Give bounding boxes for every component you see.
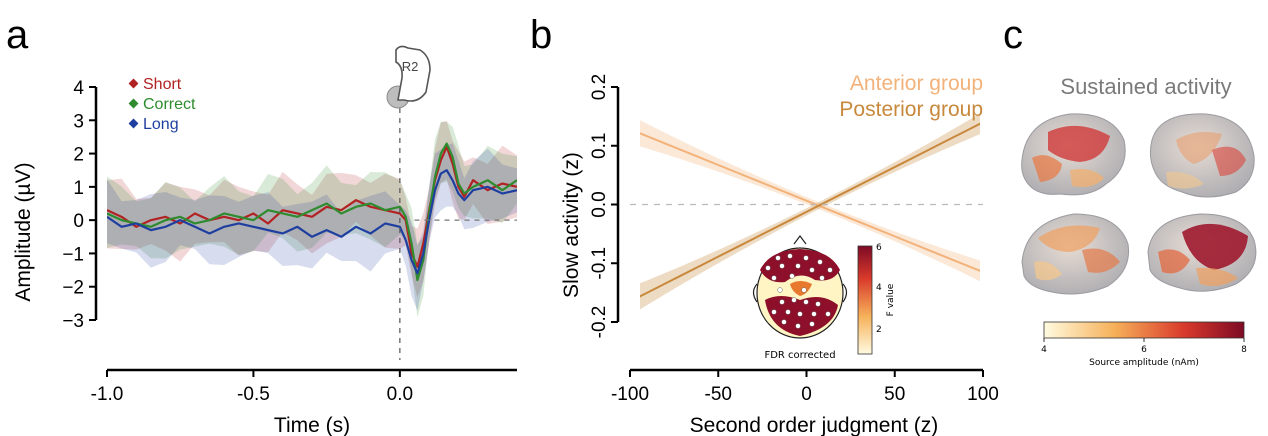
topomap-nose	[793, 235, 807, 245]
electrode-dot	[777, 287, 783, 293]
brain-right-medial	[1147, 213, 1257, 292]
panel-a-y-tick-label: 4	[73, 78, 84, 99]
electrode-dot	[827, 267, 833, 273]
electrode-dot	[803, 255, 809, 261]
electrode-dot	[771, 275, 777, 281]
source-colorbar-tick: 4	[1041, 345, 1047, 355]
panel-c-title: Sustained activity	[1060, 74, 1231, 99]
electrode-dot	[809, 267, 815, 273]
electrode-dot	[771, 309, 777, 315]
electrode-dot	[795, 263, 801, 269]
topomap-colorbar-label: F value	[886, 283, 896, 316]
topomap-colorbar-tick: 6	[876, 243, 882, 253]
electrode-dot	[801, 287, 807, 293]
panel-a-y-tick-label: 3	[73, 111, 84, 132]
electrode-dot	[765, 265, 771, 271]
panel-c-source-maps: Sustained activity	[1021, 74, 1257, 368]
panel-label-a: a	[6, 13, 29, 57]
panel-b-regression-chart: -100 -50 0 50 100 0.2 0.1 0.0 -0.1 -0.2 Second or…	[560, 72, 999, 436]
panel-a-y-tick-label: −3	[62, 311, 84, 332]
electrode-dot	[809, 321, 815, 327]
panel-a-legend-label: Correct	[143, 96, 196, 113]
panel-b-regression-line	[640, 122, 980, 298]
panel-b-legend-label: Posterior group	[839, 98, 983, 121]
topomap-colorbar	[857, 245, 873, 355]
source-colorbar-label: Source amplitude (nAm)	[1089, 358, 1199, 368]
panel-b-y-tick-label: -0.2	[589, 306, 610, 339]
electrode-dot	[811, 311, 817, 317]
panel-a-y-axis-label: Amplitude (µV)	[12, 162, 35, 301]
panel-a-y-tick-label: −1	[62, 244, 84, 265]
electrode-dot	[785, 309, 791, 315]
panel-a-legend-marker	[128, 98, 139, 109]
panel-a-erp-chart: -1.0 -0.5 0.0 4 3 2 1 0 −1 −2 −3 Time (s) Amplitud…	[12, 45, 517, 436]
panel-a-y-tick-label: 2	[73, 145, 84, 166]
panel-a-y-tick-label: −2	[62, 278, 84, 299]
panel-b-x-tick-label: -100	[611, 384, 649, 405]
panel-a-legend-marker	[128, 118, 139, 129]
panel-a-y-tick-label: 1	[73, 178, 84, 199]
panel-a-series-line	[107, 142, 517, 282]
panel-a-series-line	[107, 145, 517, 268]
brain-left-medial	[1021, 213, 1130, 295]
electrode-dot	[789, 273, 795, 279]
panel-a-x-axis-label: Time (s)	[274, 414, 350, 436]
topomap-colorbar-tick: 2	[876, 325, 882, 335]
panel-a-series-line	[107, 169, 517, 275]
electrode-dot	[815, 301, 821, 307]
panel-b-y-tick-label: 0.1	[589, 133, 610, 159]
button-label: R2	[402, 59, 419, 74]
electrode-dot	[779, 263, 785, 269]
panel-b-y-tick-label: 0.2	[589, 74, 610, 100]
panel-b-x-tick-label: -50	[705, 384, 732, 405]
electrode-dot	[795, 323, 801, 329]
panel-b-x-axis-label: Second order judgment (z)	[690, 414, 939, 436]
panel-a-x-tick-label: 0.0	[387, 384, 413, 405]
panel-b-confidence-band	[640, 120, 980, 282]
topomap-colorbar-tick: 4	[876, 283, 882, 293]
panel-b-y-tick-label: 0.0	[589, 191, 610, 217]
panel-b-confidence-band	[640, 113, 980, 310]
panel-a-x-tick-label: -1.0	[91, 384, 124, 405]
electrode-dot	[775, 255, 781, 261]
topomap-electrodes	[765, 253, 833, 329]
panel-a-legend-label: Short	[143, 76, 182, 93]
panel-b-legend-label: Anterior group	[850, 72, 983, 95]
panel-a-y-tick-label: 0	[73, 211, 84, 232]
electrode-dot	[797, 311, 803, 317]
electrode-dot	[781, 319, 787, 325]
panel-b-regression-line	[640, 132, 980, 272]
topomap-inset: FDR corrected 6 4 2 F value	[752, 235, 896, 361]
panel-a-legend-marker	[128, 78, 139, 89]
panel-a-x-tick-label: -0.5	[237, 384, 270, 405]
panel-label-b: b	[530, 13, 552, 57]
topomap-label: FDR corrected	[764, 350, 835, 361]
source-colorbar	[1043, 321, 1245, 339]
panel-b-y-axis-label: Slow activity (z)	[560, 152, 583, 298]
panel-a-legend-label: Long	[143, 116, 179, 133]
electrode-dot	[819, 275, 825, 281]
panel-b-x-tick-label: 0	[801, 384, 812, 405]
source-colorbar-tick: 8	[1241, 345, 1247, 355]
panel-label-c: c	[1003, 13, 1023, 57]
panel-b-x-tick-label: 100	[967, 384, 999, 405]
electrode-dot	[779, 299, 785, 305]
panel-b-x-tick-label: 50	[884, 384, 905, 405]
source-colorbar-tick: 6	[1141, 345, 1147, 355]
electrode-dot	[817, 259, 823, 265]
brain-right-lateral	[1149, 113, 1255, 198]
electrode-dot	[787, 253, 793, 259]
panel-b-y-tick-label: -0.1	[589, 247, 610, 280]
brain-left-lateral	[1021, 113, 1126, 196]
electrode-dot	[791, 297, 797, 303]
hand-press-icon: R2	[386, 45, 431, 109]
electrode-dot	[825, 311, 831, 317]
electrode-dot	[803, 299, 809, 305]
